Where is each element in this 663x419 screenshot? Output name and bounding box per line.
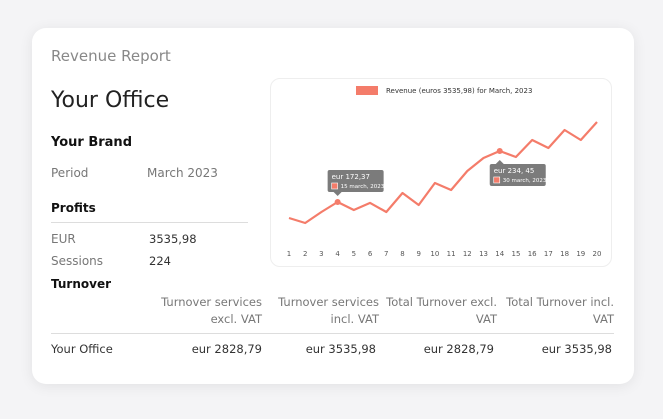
chart-panel: Revenue (euros 3535,98) for March, 2023 1… (270, 78, 612, 267)
tooltip-value: eur 234, 45 (494, 167, 535, 175)
x-tick-label: 19 (576, 250, 585, 258)
tooltip-arrow (333, 191, 342, 196)
cell: eur 2828,79 (191, 342, 262, 356)
cell: eur 3535,98 (541, 342, 612, 356)
divider (51, 222, 248, 223)
brand-name: Your Brand (51, 135, 132, 150)
column-header: Turnover services excl. VAT (161, 295, 262, 326)
x-tick-label: 1 (287, 250, 291, 258)
x-tick-label: 15 (511, 250, 520, 258)
tooltip-value: eur 172,37 (332, 173, 370, 181)
x-tick-label: 2 (303, 250, 307, 258)
x-tick-label: 4 (335, 250, 340, 258)
profit-label: EUR (51, 232, 76, 246)
x-tick-label: 12 (463, 250, 472, 258)
x-tick-label: 9 (416, 250, 420, 258)
tooltip-arrow (495, 159, 504, 164)
tooltip-date: 30 march, 2023 (503, 178, 547, 184)
period-value: March 2023 (147, 166, 218, 180)
divider (51, 333, 614, 334)
point (496, 147, 503, 154)
report-title: Revenue Report (51, 47, 171, 65)
x-tick-label: 7 (384, 250, 388, 258)
profit-value: 224 (149, 254, 171, 268)
column-header: Total Turnover incl. VAT (506, 295, 614, 326)
column-header: Turnover services incl. VAT (278, 295, 379, 326)
tooltip-swatch (493, 176, 501, 184)
row-label: Your Office (51, 342, 113, 356)
tooltip-swatch (331, 182, 338, 190)
turnover-title: Turnover (51, 277, 111, 291)
cell: eur 2828,79 (423, 342, 494, 356)
column-header: Total Turnover excl. VAT (386, 295, 497, 326)
x-tick-label: 10 (430, 250, 439, 258)
cell: eur 3535,98 (305, 342, 376, 356)
tooltip: eur 172,37 15 march, 2023 (327, 169, 385, 196)
profits-title: Profits (51, 201, 96, 215)
x-tick-label: 11 (447, 250, 456, 258)
profit-value: 3535,98 (149, 232, 197, 246)
legend-swatch (356, 86, 378, 95)
x-tick-label: 13 (479, 250, 488, 258)
x-tick-label: 5 (352, 250, 356, 258)
tooltip-box (489, 163, 546, 186)
x-tick-label: 14 (495, 250, 504, 258)
tooltip-date: 15 march, 2023 (341, 184, 385, 190)
x-tick-label: 17 (544, 250, 553, 258)
tooltip-box (327, 169, 384, 192)
office-name: Your Office (51, 88, 170, 113)
point (334, 198, 341, 205)
profit-label: Sessions (51, 254, 104, 268)
tooltip: eur 234, 45 30 march, 2023 (489, 159, 547, 186)
chart: Revenue (euros 3535,98) for March, 2023 1… (287, 86, 602, 258)
x-tick-label: 18 (560, 250, 569, 258)
x-tick-label: 20 (593, 250, 602, 258)
legend-label: Revenue (euros 3535,98) for March, 2023 (386, 87, 532, 95)
x-tick-label: 8 (400, 250, 404, 258)
x-tick-label: 6 (368, 250, 373, 258)
x-tick-label: 16 (528, 250, 537, 258)
x-tick-label: 3 (319, 250, 323, 258)
period-label: Period (51, 166, 89, 180)
